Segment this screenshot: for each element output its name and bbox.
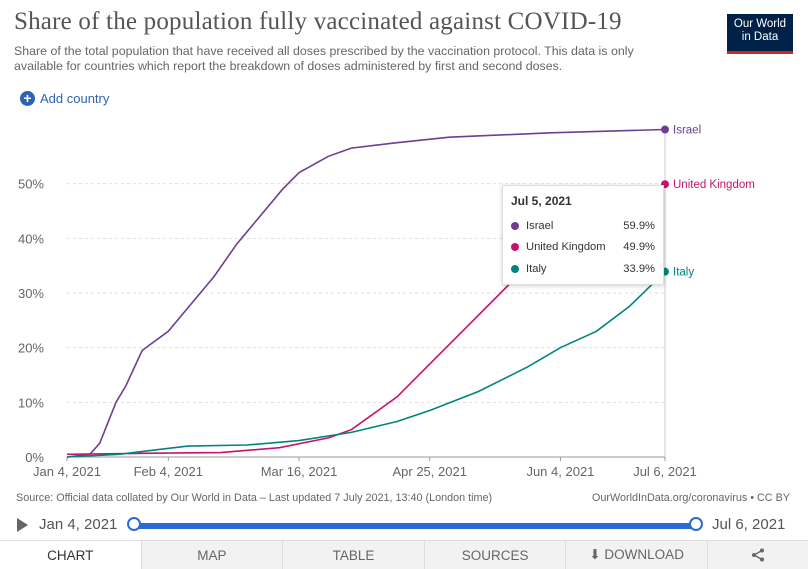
chart-title: Share of the population fully vaccinated… (14, 8, 622, 35)
series-label: Israel (673, 125, 701, 137)
timeline-track[interactable] (134, 523, 696, 529)
owid-logo[interactable]: Our World in Data (727, 14, 793, 54)
x-tick-label: Jun 4, 2021 (526, 464, 594, 479)
timeline-start-label: Jan 4, 2021 (39, 516, 118, 533)
series-line-israel (66, 128, 666, 458)
timeline: Jan 4, 2021 Jul 6, 2021 (0, 512, 808, 538)
tooltip-dot-italy (511, 265, 519, 273)
logo-line-1: Our World (733, 18, 787, 30)
tooltip-value: 49.9% (623, 241, 655, 253)
share-icon (751, 548, 764, 562)
y-tick-label: 0% (25, 450, 44, 465)
tooltip-dot-uk (511, 243, 519, 251)
tooltip-row-uk: United Kingdom 49.9% (511, 239, 655, 255)
tooltip-value: 59.9% (623, 220, 655, 232)
chart-subtitle: Share of the total population that have … (14, 44, 634, 73)
tooltip: Jul 5, 2021 Israel 59.9% United Kingdom … (502, 185, 664, 285)
timeline-end-handle[interactable] (689, 517, 703, 531)
y-tick-label: 20% (18, 341, 44, 356)
source-note: Source: Official data collated by Our Wo… (16, 492, 493, 504)
tooltip-name: Italy (526, 263, 547, 275)
line-chart[interactable]: 0% 10% 20% 30% 40% 50% Jan 4, 2021 Feb 4, 2021 M… (0, 110, 808, 485)
timeline-start-handle[interactable] (127, 517, 141, 531)
tooltip-row-italy: Italy 33.9% (511, 261, 655, 277)
x-tick-label: Feb 4, 2021 (134, 464, 203, 479)
tooltip-dot-israel (511, 222, 519, 230)
tooltip-value: 33.9% (623, 263, 655, 275)
tab-sources[interactable]: SOURCES (425, 541, 567, 569)
x-tick-label: Jan 4, 2021 (33, 464, 101, 479)
y-tick-label: 50% (18, 177, 44, 192)
series-label: Italy (673, 267, 694, 279)
timeline-end-label: Jul 6, 2021 (712, 516, 786, 533)
tab-download[interactable]: ⬇ DOWNLOAD (566, 541, 708, 569)
x-tick-label: Apr 25, 2021 (392, 464, 466, 479)
add-country-label: Add country (40, 91, 110, 106)
series-end-marker (661, 125, 669, 134)
series-label: United Kingdom (673, 179, 755, 191)
y-tick-label: 40% (18, 231, 44, 246)
add-country-button[interactable]: + Add country (20, 91, 109, 106)
play-icon[interactable] (17, 518, 28, 532)
x-tick-label: Jul 6, 2021 (633, 464, 697, 479)
logo-line-2: in Data (741, 31, 779, 43)
tooltip-row-israel: Israel 59.9% (511, 218, 655, 234)
tab-bar: CHART MAP TABLE SOURCES ⬇ DOWNLOAD (0, 540, 808, 569)
tooltip-name: Israel (526, 220, 554, 232)
series-line-italy (66, 271, 666, 458)
y-tick-label: 10% (18, 395, 44, 410)
tab-map[interactable]: MAP (142, 541, 284, 569)
tab-chart[interactable]: CHART (0, 541, 142, 569)
x-tick-label: Mar 16, 2021 (261, 464, 338, 479)
share-button[interactable] (708, 541, 808, 569)
license-link[interactable]: OurWorldInData.org/coronavirus • CC BY (592, 492, 790, 504)
tab-table[interactable]: TABLE (283, 541, 425, 569)
y-tick-label: 30% (18, 286, 44, 301)
tooltip-date: Jul 5, 2021 (511, 194, 572, 208)
plus-circle-icon: + (20, 91, 35, 106)
tooltip-name: United Kingdom (526, 241, 606, 253)
